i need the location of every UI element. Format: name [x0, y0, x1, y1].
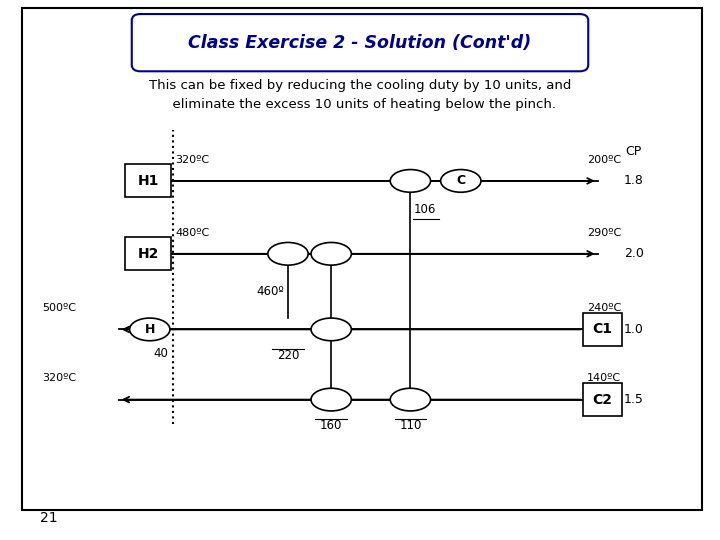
Text: 480ºC: 480ºC: [175, 227, 210, 238]
FancyBboxPatch shape: [583, 383, 622, 416]
Text: 200ºC: 200ºC: [587, 154, 621, 165]
Text: Class Exercise 2 - Solution (Cont'd): Class Exercise 2 - Solution (Cont'd): [189, 33, 531, 52]
Text: CP: CP: [626, 145, 642, 158]
Text: 320ºC: 320ºC: [175, 154, 209, 165]
Ellipse shape: [441, 170, 481, 192]
Text: H: H: [145, 323, 155, 336]
FancyBboxPatch shape: [22, 8, 702, 510]
Text: 320ºC: 320ºC: [42, 373, 76, 383]
Text: This can be fixed by reducing the cooling duty by 10 units, and: This can be fixed by reducing the coolin…: [149, 79, 571, 92]
Ellipse shape: [311, 388, 351, 411]
FancyBboxPatch shape: [132, 14, 588, 71]
Text: C2: C2: [593, 393, 613, 407]
Text: eliminate the excess 10 units of heating below the pinch.: eliminate the excess 10 units of heating…: [164, 98, 556, 111]
Ellipse shape: [390, 170, 431, 192]
Text: 106: 106: [414, 202, 436, 216]
Text: 140ºC: 140ºC: [587, 373, 621, 383]
Text: 1.5: 1.5: [624, 393, 644, 406]
Text: 500ºC: 500ºC: [42, 303, 76, 313]
Text: 1.8: 1.8: [624, 174, 644, 187]
Text: 220: 220: [276, 349, 300, 362]
Text: 2.0: 2.0: [624, 247, 644, 260]
Ellipse shape: [390, 388, 431, 411]
Ellipse shape: [311, 242, 351, 265]
Ellipse shape: [311, 318, 351, 341]
Ellipse shape: [130, 318, 170, 341]
Text: 40: 40: [153, 347, 168, 360]
Text: 110: 110: [399, 419, 422, 432]
FancyBboxPatch shape: [583, 313, 622, 346]
Text: 290ºC: 290ºC: [587, 227, 621, 238]
Text: 1.0: 1.0: [624, 323, 644, 336]
Text: H1: H1: [138, 174, 159, 188]
Text: 240ºC: 240ºC: [587, 303, 621, 313]
Text: C: C: [456, 174, 465, 187]
Text: C1: C1: [593, 322, 613, 336]
FancyBboxPatch shape: [125, 238, 171, 270]
Text: 460º: 460º: [256, 285, 284, 298]
Text: 21: 21: [40, 511, 57, 525]
Text: H2: H2: [138, 247, 159, 261]
FancyBboxPatch shape: [125, 164, 171, 197]
Ellipse shape: [268, 242, 308, 265]
Text: 160: 160: [320, 419, 343, 432]
